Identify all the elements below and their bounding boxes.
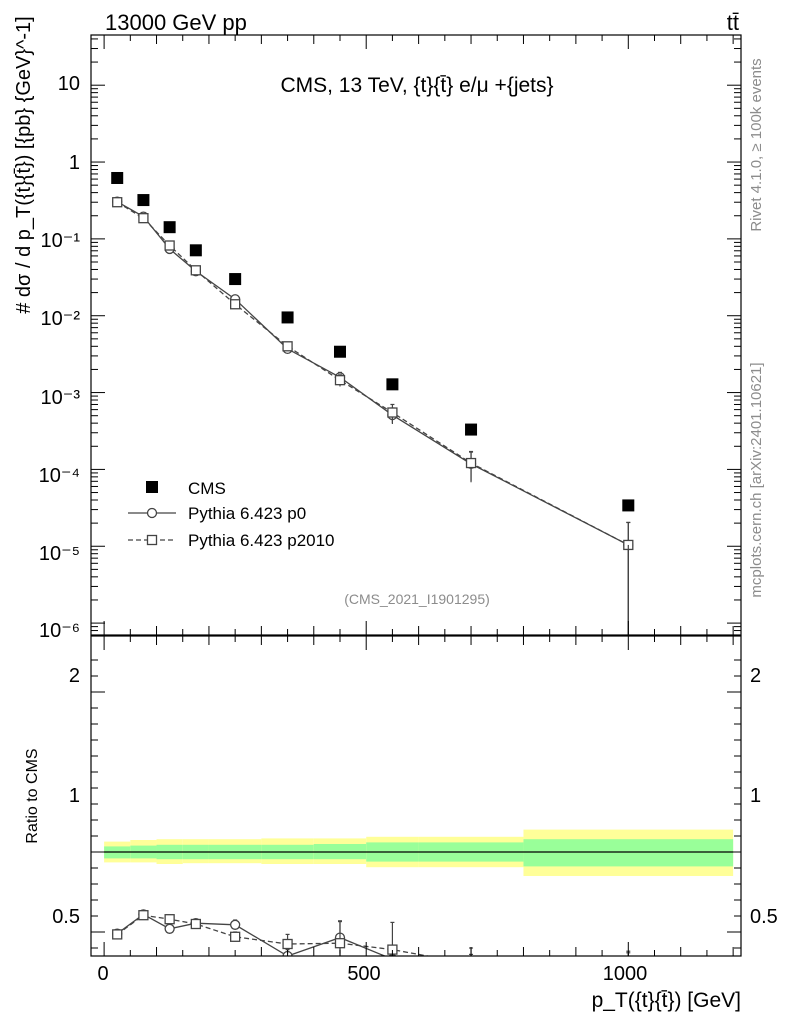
data-point-cms [111,171,124,184]
y-tick-label: 10⁻³ [41,387,81,409]
legend-marker-p2010 [146,534,158,546]
data-point-p2010 [190,918,201,930]
y-tick-label: 1 [69,152,80,174]
legend-marker-cms [146,481,158,493]
y-tick-label: 10⁻² [41,308,81,330]
ratio-panel-frame [90,635,742,957]
mcplots-site-label: mcplots.cern.ch [arXiv:2401.10621] [748,362,765,597]
data-point-p2010 [465,457,477,469]
x-axis-label: p_T({t}{t̄}) [GeV] [592,989,741,1012]
ratio-y-tick-label-right: 2 [750,665,761,687]
ratio-y-tick-label: 1 [69,785,80,807]
data-point-cms [622,499,635,512]
ratio-y-tick-labels-right: 0.5 1 2 [750,665,778,928]
data-point-cms [386,378,399,391]
data-point-cms [229,273,242,286]
data-point-cms [163,221,176,234]
data-point-cms [189,244,202,257]
data-point-p2010 [334,938,346,949]
analysis-watermark: (CMS_2021_I1901295) [344,591,490,607]
data-point-cms [465,423,478,436]
data-point-p2010 [230,931,241,942]
energy-label: 13000 GeV pp [105,10,247,35]
y-tick-label: 10⁻¹ [41,230,81,252]
data-point-p2010 [138,910,149,921]
main-y-axis-label: # dσ / d p_T({t}{t̄}) [{pb} {GeV}^-1] [13,16,35,314]
y-tick-label: 10 [58,73,80,95]
data-point-cms [137,194,150,207]
legend-marker-p0 [146,507,158,519]
data-point-p0 [230,919,241,930]
legend-label-p2010: Pythia 6.423 p2010 [188,531,335,550]
main-panel-marks [111,171,635,635]
process-label: tt̄ [727,10,739,35]
data-point-p0 [164,923,175,934]
data-point-p2010 [112,197,123,208]
band-inner [523,839,734,867]
data-point-p2010 [190,265,201,276]
data-point-p2010 [230,299,241,310]
data-point-p2010 [282,938,293,950]
main-panel-frame [90,34,742,636]
x-tick-label: 0 [97,963,108,985]
data-point-p0 [467,966,476,975]
ratio-y-axis-label: Ratio to CMS [24,748,41,843]
ratio-uncertainty-bands [104,829,734,876]
data-point-p2010 [467,960,476,969]
ratio-y-tick-labels-left: 0.5 1 2 [52,665,80,928]
data-point-cms [333,345,346,358]
y-tick-label: 10⁻⁴ [39,465,80,487]
main-chart-title: CMS, 13 TeV, {t}{t̄} e/μ +{jets} [280,74,553,97]
legend: CMS Pythia 6.423 p0 Pythia 6.423 p2010 [128,479,335,550]
data-point-p2010 [164,240,175,251]
main-y-tick-labels: 10 1 10⁻¹ 10⁻² 10⁻³ 10⁻⁴ 10⁻⁵ 10⁻⁶ [39,73,81,642]
ratio-panel-marks [112,909,631,975]
axis-ticks [91,35,741,956]
y-tick-label: 10⁻⁶ [39,620,80,642]
ratio-y-tick-label-right: 1 [750,785,761,807]
data-point-cms [281,311,294,324]
y-tick-label: 10⁻⁵ [39,543,80,565]
x-tick-label: 1000 [603,963,648,985]
legend-label-p0: Pythia 6.423 p0 [188,504,306,523]
rivet-version-label: Rivet 4.1.0, ≥ 100k events [748,58,765,231]
x-tick-labels: 0 500 1000 [97,963,647,985]
data-point-p2010 [334,375,346,386]
x-tick-label: 500 [347,963,380,985]
ratio-y-tick-label-right: 0.5 [750,906,778,928]
legend-label-cms: CMS [188,479,226,498]
data-point-p2010 [282,341,293,352]
series-line [116,201,629,546]
series-line [116,914,431,956]
data-point-p2010 [387,407,398,418]
ratio-y-tick-label: 0.5 [52,906,80,928]
data-point-p2010 [112,929,123,940]
data-point-p2010 [138,213,149,224]
ratio-y-tick-label: 2 [69,665,80,687]
data-point-p2010 [164,914,175,925]
